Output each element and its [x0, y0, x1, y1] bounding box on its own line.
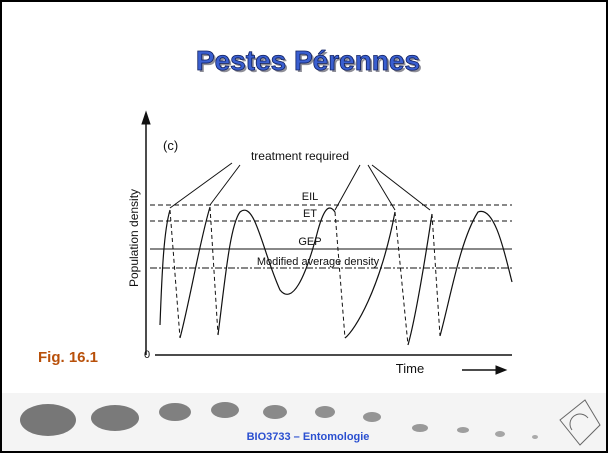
y-axis-label: Population density: [127, 189, 141, 287]
beetle: [159, 403, 191, 421]
treatment-drops: [169, 206, 441, 346]
diagram: [141, 110, 513, 375]
logo: [559, 399, 601, 446]
beetle: [211, 402, 239, 418]
origin-label: 0: [144, 349, 150, 361]
beetle: [495, 431, 505, 437]
title-shadow: Pestes Pérennes: [198, 47, 422, 78]
beetle: [263, 405, 287, 419]
level-label: GEP: [298, 236, 321, 248]
x-axis-label: Time: [396, 361, 424, 376]
annotation-lines: [169, 162, 431, 211]
level-label: Modified average density: [257, 256, 380, 268]
beetle: [532, 435, 538, 439]
level-label: ET: [303, 208, 317, 220]
beetle: [457, 427, 469, 433]
beetle: [20, 404, 76, 436]
beetle: [363, 412, 381, 422]
level-label: EIL: [302, 191, 319, 203]
time-arrowhead: [495, 365, 508, 375]
y-arrow: [141, 110, 151, 125]
footer-text: BIO3733 – Entomologie: [247, 431, 370, 443]
beetle: [412, 424, 428, 432]
beetle-band: [2, 393, 606, 451]
title: Pestes Pérennes: [196, 45, 420, 76]
annotation: treatment required: [251, 149, 349, 163]
panel-label: (c): [163, 138, 178, 153]
population-curve: [159, 206, 513, 346]
beetle: [91, 405, 139, 431]
beetle: [315, 406, 335, 418]
figure-label: Fig. 16.1: [38, 349, 98, 366]
